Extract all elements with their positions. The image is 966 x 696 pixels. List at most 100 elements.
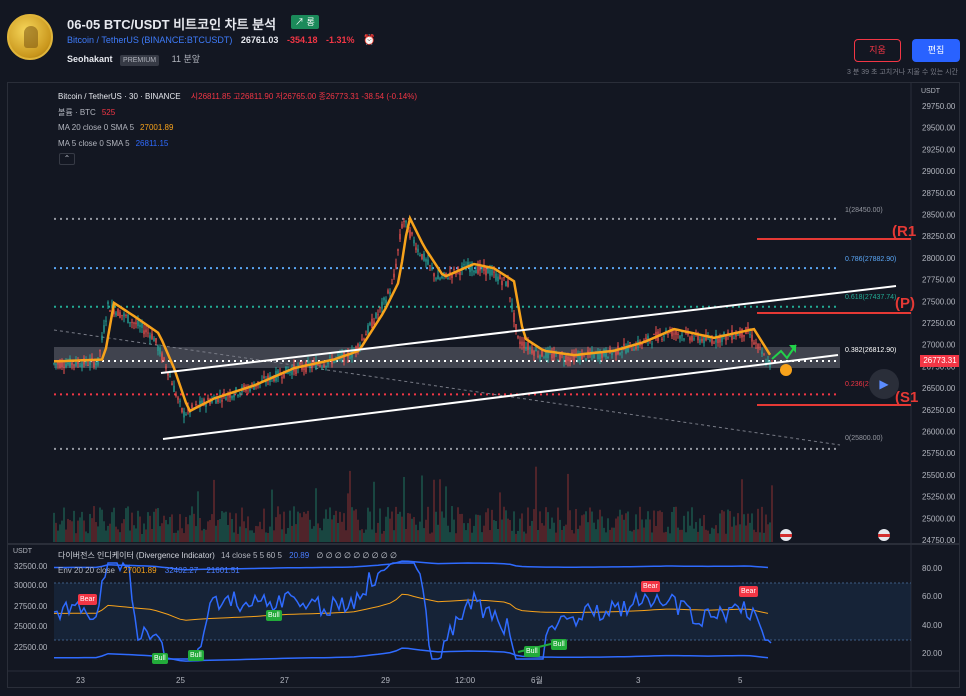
candle-body (615, 348, 617, 356)
volume-bar (479, 515, 481, 542)
chevron-up-icon[interactable]: ⌃ (59, 153, 75, 165)
indicator-right-tick: 20.00 (922, 649, 943, 658)
candle-body (89, 359, 91, 365)
volume-bar (671, 511, 673, 542)
volume-bar (529, 525, 531, 542)
candle-body (173, 385, 175, 392)
bullish-arrow[interactable] (771, 344, 797, 360)
volume-bar (391, 511, 393, 542)
candle-body (525, 346, 527, 350)
volume-bar (601, 516, 603, 542)
candle-body (251, 383, 253, 385)
volume-bar (229, 512, 231, 542)
price-tick: 27500.00 (922, 297, 956, 306)
time-axis[interactable]: 23 25 27 29 12:00 6월 3 5 (76, 675, 743, 685)
candle-body (601, 353, 603, 358)
price-marker[interactable] (780, 364, 792, 376)
volume-bar (551, 517, 553, 542)
candle-body (461, 265, 463, 270)
edit-button[interactable]: 편집 (912, 39, 960, 62)
volume-bar (95, 522, 97, 542)
candle-body (317, 364, 319, 366)
volume-bar (715, 525, 717, 542)
volume-bar (107, 525, 109, 542)
volume-bar (617, 516, 619, 542)
volume-bar (289, 510, 291, 542)
alarm-clock-icon[interactable]: ⏰ (363, 35, 376, 46)
bull-signal: Bull (524, 646, 540, 657)
volume-bar (327, 518, 329, 542)
candle-body (509, 297, 511, 299)
volume-bar (595, 529, 597, 542)
candle-body (195, 403, 197, 405)
chart-area[interactable]: 29750.00 29500.00 29250.00 29000.00 28750.00… (7, 82, 960, 688)
volume-bar (751, 513, 753, 542)
author-avatar[interactable] (7, 14, 53, 60)
candle-body (75, 358, 77, 366)
candle-body (87, 364, 89, 366)
candle-body (53, 363, 55, 365)
price-axis[interactable]: 29750.00 29500.00 29250.00 29000.00 28750.00… (922, 102, 956, 545)
volume-bar (507, 518, 509, 542)
arrow-head (789, 345, 796, 353)
dashed-trendline[interactable] (53, 329, 841, 446)
candle-body (497, 276, 499, 282)
candle-body (701, 338, 703, 342)
candle-body (125, 315, 127, 317)
volume-bar (569, 510, 571, 542)
candle-body (761, 351, 763, 354)
volume-bar (371, 529, 373, 542)
channel-lower-line[interactable] (162, 354, 839, 440)
volume-bar (747, 513, 749, 542)
indicator-axes: 32500.00 30000.00 27500.00 25000.00 22500.00… (14, 562, 943, 658)
volume-bar (181, 528, 183, 542)
candle-body (703, 335, 705, 344)
volume-bar (589, 507, 591, 542)
candle-body (551, 353, 553, 359)
candle-body (265, 381, 267, 383)
candle-body (179, 400, 181, 402)
volume-bar (235, 513, 237, 542)
volume-bar (301, 517, 303, 542)
candle-body (683, 338, 685, 340)
volume-bar (217, 520, 219, 542)
legend-symbol[interactable]: Bitcoin / TetherUS · 30 · BINANCE (58, 92, 181, 101)
candle-body (655, 331, 657, 339)
candle-body (717, 337, 719, 344)
candle-body (167, 372, 169, 376)
volume-bar (63, 507, 65, 542)
ma20-legend[interactable]: MA 20 close 0 SMA 5 27001.89 (58, 123, 173, 132)
volume-bar (449, 532, 451, 542)
idea-title: 06-05 BTC/USDT 비트코인 차트 분석 (67, 17, 277, 32)
indicator-name: 다이버전스 인디케이터 (Divergence Indicator) (58, 551, 215, 560)
candle-body (759, 346, 761, 348)
flag-stripe (878, 534, 890, 537)
ma5-legend[interactable]: MA 5 close 0 SMA 5 26811.15 (58, 139, 168, 148)
volume-legend[interactable]: 볼륨 · BTC 525 (58, 107, 115, 118)
channel-upper-line[interactable] (160, 285, 897, 374)
symbol-link[interactable]: Bitcoin / TetherUS (BINANCE:BTCUSDT) (67, 35, 233, 45)
candle-body (495, 273, 497, 281)
volume-bar (373, 481, 375, 542)
candle-body (427, 259, 429, 265)
fibonacci-levels[interactable] (54, 217, 840, 450)
author-name[interactable]: Seohakant (67, 54, 113, 64)
play-icon[interactable]: ▶ (869, 369, 899, 399)
volume-bar (393, 530, 395, 542)
candle-body (581, 353, 583, 360)
candle-body (711, 338, 713, 344)
candle-body (691, 336, 693, 341)
candle-body (499, 274, 501, 280)
candle-body (397, 249, 399, 252)
candle-body (163, 357, 165, 361)
delete-button[interactable]: 지움 (854, 39, 901, 62)
time-tick: 29 (381, 676, 390, 685)
candle-body (185, 414, 187, 416)
indicator-legend[interactable]: 다이버전스 인디케이터 (Divergence Indicator) 14 cl… (58, 550, 397, 561)
chart-canvas[interactable]: 29750.00 29500.00 29250.00 29000.00 28750.00… (8, 83, 960, 688)
candle-body (215, 398, 217, 404)
envelope-legend[interactable]: Env 20 20 close 27001.89 32402.27 21601.… (58, 566, 240, 575)
candle-body (689, 337, 691, 341)
candle-body (329, 356, 331, 358)
candle-body (437, 275, 439, 280)
